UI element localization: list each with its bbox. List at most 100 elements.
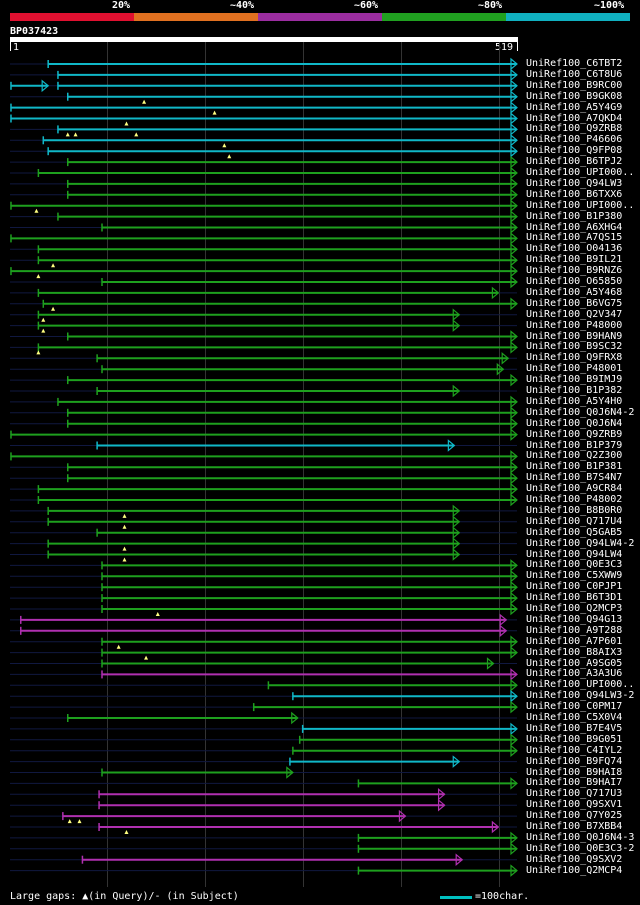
hit-label[interactable]: UniRef100_C6T8U6	[526, 68, 623, 80]
hit-label[interactable]: UniRef100_A7QKD4	[526, 112, 623, 124]
hit-label[interactable]: UniRef100_Q0J6N4-2	[526, 406, 635, 418]
hit-label[interactable]: UniRef100_UPI000..	[526, 199, 635, 211]
hit-end-arrow	[499, 613, 508, 627]
hit-end-arrow	[510, 68, 518, 82]
hit-label[interactable]: UniRef100_C6TBT2	[526, 58, 623, 69]
hit-end-arrow	[510, 221, 518, 234]
hit-label[interactable]: UniRef100_UPI000..	[526, 679, 635, 691]
hit-label[interactable]: UniRef100_Q0J6N4-3	[526, 831, 635, 843]
hit-label[interactable]: UniRef100_B1P381	[526, 461, 623, 473]
hit-label[interactable]: UniRef100_A7P601	[526, 635, 623, 647]
hit-label[interactable]: UniRef100_A7QS15	[526, 232, 623, 244]
hit-label[interactable]: UniRef100_O04136	[526, 243, 623, 255]
hit-label[interactable]: UniRef100_Q94LW3	[526, 177, 623, 189]
hit-label[interactable]: UniRef100_B8B0R0	[526, 504, 623, 516]
hit-label[interactable]: UniRef100_B1P380	[526, 210, 623, 222]
hit-label[interactable]: UniRef100_B8AIX3	[526, 646, 623, 658]
hit-label[interactable]: UniRef100_Q9SXV2	[526, 853, 623, 865]
hit-label[interactable]: UniRef100_A3A3U6	[526, 668, 623, 680]
hit-label[interactable]: UniRef100_Q94LW4	[526, 548, 623, 560]
hit-label[interactable]: UniRef100_B9IL21	[526, 254, 623, 266]
hit-label[interactable]: UniRef100_C5XWW9	[526, 570, 623, 582]
hit-label[interactable]: UniRef100_B7XBB4	[526, 821, 623, 832]
hit-label[interactable]: UniRef100_B9FQ74	[526, 755, 623, 767]
hit-label[interactable]: UniRef100_P48002	[526, 494, 623, 505]
query-gap-marker	[124, 121, 129, 126]
hit-label[interactable]: UniRef100_Q9ZRB8	[526, 123, 623, 135]
hit-label[interactable]: UniRef100_O65850	[526, 276, 623, 287]
hit-label[interactable]: UniRef100_A5Y4G9	[526, 101, 623, 113]
hit-end-arrow	[510, 330, 518, 343]
hit-label[interactable]: UniRef100_B6TPJ2	[526, 156, 623, 168]
legend-label-80: ~80%	[478, 0, 503, 11]
hit-end-arrow	[510, 134, 518, 147]
hit-label[interactable]: UniRef100_P46606	[526, 134, 623, 146]
hit-label[interactable]: UniRef100_C0PM17	[526, 701, 623, 713]
hit-end-arrow	[452, 384, 461, 398]
hit-label[interactable]: UniRef100_Q9ZRB9	[526, 428, 623, 440]
hit-end-arrow	[447, 439, 456, 452]
hit-label[interactable]: UniRef100_Q5GAB5	[526, 526, 623, 538]
hit-label[interactable]: UniRef100_Q717U3	[526, 788, 623, 800]
hit-label[interactable]: UniRef100_A9SG05	[526, 657, 623, 669]
hit-label[interactable]: UniRef100_A5Y4H0	[526, 395, 623, 407]
hit-end-arrow	[455, 853, 464, 866]
hit-label[interactable]: UniRef100_C0PJP1	[526, 581, 623, 593]
hit-label[interactable]: UniRef100_C4IYL2	[526, 744, 623, 756]
hit-label[interactable]: UniRef100_Q94G13	[526, 613, 623, 625]
hit-label[interactable]: UniRef100_Q0J6N4	[526, 417, 623, 429]
hit-end-arrow	[510, 679, 518, 692]
hit-end-arrow	[510, 744, 518, 757]
legend-label-60: ~60%	[354, 0, 379, 11]
hit-label[interactable]: UniRef100_Q7Y025	[526, 810, 623, 822]
hit-label[interactable]: UniRef100_B9IMJ9	[526, 374, 623, 386]
hit-label[interactable]: UniRef100_Q2MCP4	[526, 864, 623, 876]
hit-end-arrow	[510, 777, 518, 790]
hit-label[interactable]: UniRef100_B1P379	[526, 439, 623, 451]
hit-label[interactable]: UniRef100_B9GK08	[526, 90, 623, 102]
hit-label[interactable]: UniRef100_P48001	[526, 363, 623, 375]
hit-label[interactable]: UniRef100_Q9FRX8	[526, 352, 623, 364]
hit-label[interactable]: UniRef100_Q0E3C3-2	[526, 842, 635, 854]
hit-label[interactable]: UniRef100_UPI000..	[526, 167, 635, 178]
hit-label[interactable]: UniRef100_B9SC32	[526, 341, 623, 353]
hit-label[interactable]: UniRef100_B9RNZ6	[526, 265, 623, 277]
hit-label[interactable]: UniRef100_B9G051	[526, 733, 623, 745]
hit-label[interactable]: UniRef100_B9RC00	[526, 79, 623, 91]
hit-label[interactable]: UniRef100_Q717U4	[526, 515, 623, 527]
hit-label[interactable]: UniRef100_A9CR84	[526, 483, 623, 495]
hit-label[interactable]: UniRef100_B7E4V5	[526, 722, 623, 734]
hit-end-arrow	[286, 766, 294, 779]
hit-label[interactable]: UniRef100_P48000	[526, 319, 623, 331]
query-start: 1	[13, 42, 20, 53]
hit-label[interactable]: UniRef100_A6XHG4	[526, 221, 623, 233]
hit-end-arrow	[510, 395, 518, 409]
hit-label[interactable]: UniRef100_Q9SXV1	[526, 799, 623, 811]
query-gap-marker	[222, 143, 227, 148]
hit-label[interactable]: UniRef100_Q2V347	[526, 308, 623, 320]
query-gap-marker	[77, 819, 82, 824]
hit-label[interactable]: UniRef100_A5Y468	[526, 286, 623, 298]
hit-label[interactable]: UniRef100_Q0E3C3	[526, 559, 623, 571]
gridline	[499, 42, 500, 887]
hit-label[interactable]: UniRef100_Q2Z300	[526, 450, 623, 462]
hit-end-arrow	[491, 286, 500, 300]
hit-end-arrow	[510, 155, 518, 169]
hit-label[interactable]: UniRef100_Q94LW3-2	[526, 690, 635, 702]
query-gap-marker	[155, 612, 160, 616]
hit-end-arrow	[452, 537, 461, 550]
hit-label[interactable]: UniRef100_B6TXX6	[526, 188, 623, 200]
hit-label[interactable]: UniRef100_B7S4N7	[526, 472, 623, 484]
hit-label[interactable]: UniRef100_B9HAI8	[526, 766, 623, 778]
hit-label[interactable]: UniRef100_B6T3D1	[526, 592, 623, 604]
hit-label[interactable]: UniRef100_Q9FP08	[526, 145, 623, 157]
hit-label[interactable]: UniRef100_B9HAI7	[526, 777, 623, 789]
hit-label[interactable]: UniRef100_C5X0V4	[526, 712, 623, 723]
hit-label[interactable]: UniRef100_Q94LW4-2	[526, 537, 635, 549]
hit-label[interactable]: UniRef100_B9HAN9	[526, 330, 623, 342]
hit-label[interactable]: UniRef100_A9T288	[526, 624, 623, 636]
hit-label[interactable]: UniRef100_Q2MCP3	[526, 603, 623, 614]
hit-label[interactable]: UniRef100_B1P382	[526, 385, 623, 396]
hit-label[interactable]: UniRef100_B6VG75	[526, 297, 623, 309]
hit-end-arrow	[510, 450, 518, 463]
